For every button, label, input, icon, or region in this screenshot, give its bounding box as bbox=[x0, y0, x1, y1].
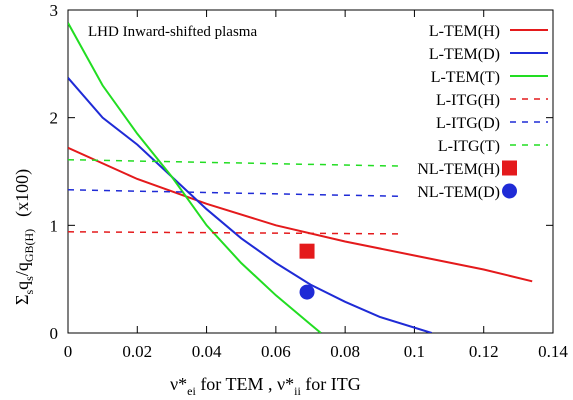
y-tick-label: 2 bbox=[50, 109, 59, 128]
series-line-l-tem-d bbox=[68, 77, 432, 333]
annotation-text: LHD Inward-shifted plasma bbox=[88, 24, 257, 40]
y-tick-label: 0 bbox=[50, 324, 59, 343]
legend-label-l-itg-h: L-ITG(H) bbox=[436, 92, 500, 109]
series-line-l-itg-t bbox=[68, 158, 401, 167]
series-line-l-itg-d bbox=[68, 189, 401, 198]
legend-label-l-tem-t: L-TEM(T) bbox=[431, 69, 500, 86]
legend: L-TEM(H) L-TEM(D) L-TEM(T) L-ITG(H) L-ITG(D)… bbox=[417, 23, 548, 201]
plot-frame bbox=[67, 9, 554, 334]
x-tick-label: 0.02 bbox=[122, 342, 152, 361]
series-layer bbox=[68, 22, 533, 333]
x-tick-label: 0.04 bbox=[192, 342, 222, 361]
legend-label-nl-tem-h: NL-TEM(H) bbox=[417, 161, 500, 178]
axes-layer: 0 0.02 0.04 0.06 0.08 0.1 0.12 0.14 0 1 2 3 bbox=[50, 1, 569, 361]
legend-label-nl-tem-d: NL-TEM(D) bbox=[417, 184, 500, 201]
x-tick-label: 0.12 bbox=[469, 342, 499, 361]
x-tick-label: 0 bbox=[64, 342, 73, 361]
x-tick-label: 0.1 bbox=[404, 342, 425, 361]
legend-swatch-nl-tem-h bbox=[502, 160, 517, 176]
x-tick-label: 0.14 bbox=[538, 342, 568, 361]
y-tick-label: 1 bbox=[50, 216, 59, 235]
series-line-l-tem-t bbox=[68, 22, 322, 333]
legend-label-l-itg-t: L-ITG(T) bbox=[438, 138, 500, 155]
y-axis-label: Σsqs/qGB(H)(x100) bbox=[12, 169, 36, 305]
series-line-l-itg-h bbox=[68, 231, 401, 235]
legend-label-l-itg-d: L-ITG(D) bbox=[436, 115, 500, 132]
data-point-nl-tem-d bbox=[299, 284, 315, 300]
data-point-nl-tem-h bbox=[299, 243, 315, 259]
y-tick-label: 3 bbox=[50, 1, 59, 20]
x-axis-label: ν*ei for TEM , ν*ii for ITG bbox=[170, 374, 361, 398]
legend-label-l-tem-d: L-TEM(D) bbox=[429, 46, 500, 63]
legend-label-l-tem-h: L-TEM(H) bbox=[429, 23, 500, 40]
legend-swatch-nl-tem-d bbox=[502, 183, 517, 199]
x-tick-label: 0.06 bbox=[261, 342, 291, 361]
x-tick-label: 0.08 bbox=[330, 342, 360, 361]
